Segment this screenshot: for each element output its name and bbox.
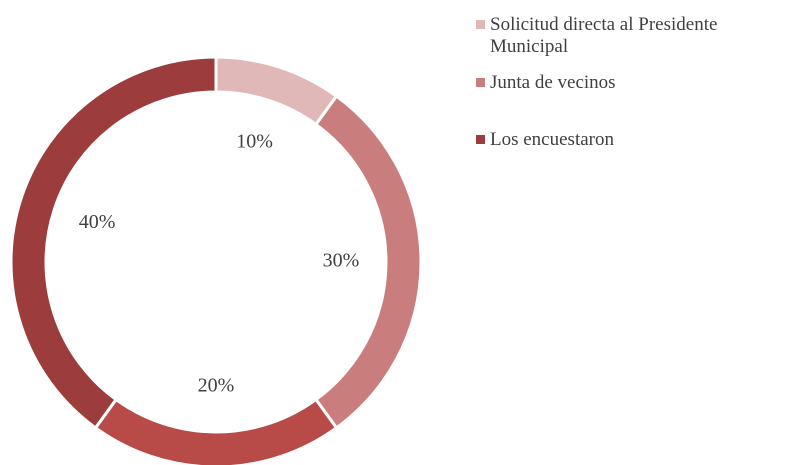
data-label: 10% [236,131,273,153]
legend-swatch [476,78,485,87]
legend-item: Junta de vecinos [474,72,792,94]
data-label: 20% [198,375,235,397]
donut-segment [9,55,218,430]
legend-item: Solicitud directa al Presidente Municipa… [474,14,792,58]
legend-label: Solicitud directa al Presidente Municipa… [490,14,718,57]
legend-swatch [476,20,485,29]
donut-segment [214,55,339,127]
legend-label: Junta de vecinos [490,72,616,93]
data-label: 40% [79,211,116,233]
data-label: 30% [323,250,360,272]
legend-swatch [476,135,485,144]
legend-label: Los encuestaron [490,129,614,150]
legend-item: Los encuestaron [474,129,792,151]
donut-segment [93,397,339,465]
